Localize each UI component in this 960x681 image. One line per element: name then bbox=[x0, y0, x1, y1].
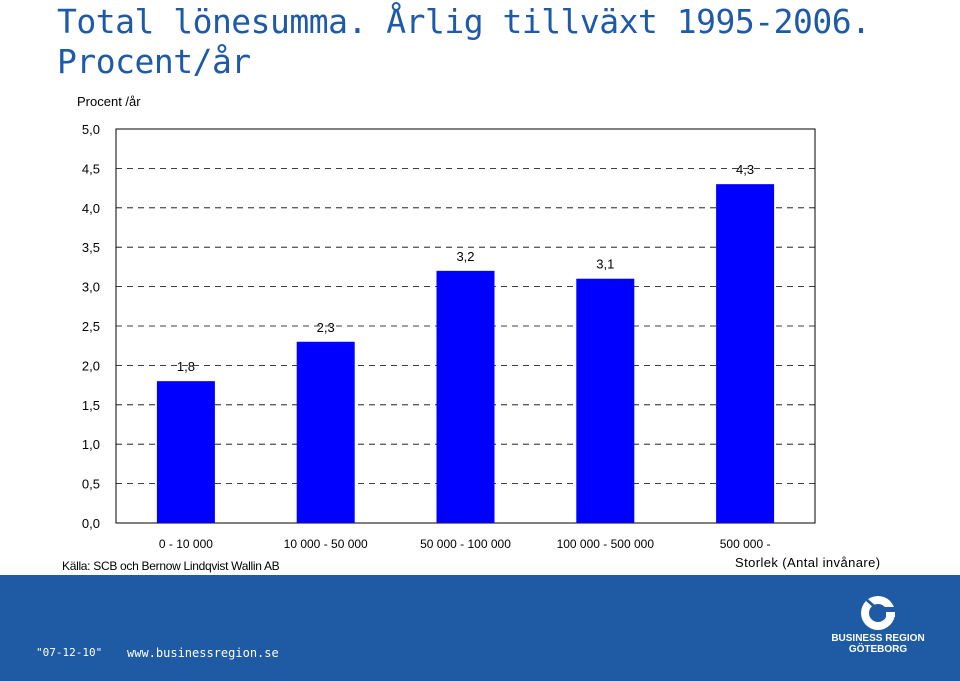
y-tick-label: 4,0 bbox=[82, 201, 100, 216]
x-category-label: 50 000 - 100 000 bbox=[420, 537, 511, 551]
bar bbox=[576, 278, 635, 523]
bar bbox=[436, 270, 495, 523]
bar bbox=[716, 184, 775, 523]
page-title: Total lönesumma. Årlig tillväxt 1995-200… bbox=[57, 2, 871, 82]
g-logo-icon bbox=[861, 596, 896, 630]
x-axis-label: Storlek (Antal invånare) bbox=[735, 555, 881, 570]
y-tick-label: 5,0 bbox=[82, 122, 100, 137]
bar-chart: 0,0 0,5 1,0 1,5 2,0 2,5 3,0 3,5 4,0 4,5 5,0 1,8 0 - … bbox=[82, 122, 816, 551]
title-line-1: Total lönesumma. Årlig tillväxt 1995-200… bbox=[57, 2, 871, 41]
data-label: 3,1 bbox=[596, 257, 614, 272]
data-label: 1,8 bbox=[177, 359, 195, 374]
x-category-label: 0 - 10 000 bbox=[159, 537, 213, 551]
bar bbox=[296, 341, 355, 523]
data-label: 3,2 bbox=[456, 249, 474, 264]
y-tick-label: 2,0 bbox=[82, 358, 100, 373]
business-region-logo: BUSINESS REGION GÖTEBORG bbox=[828, 595, 928, 655]
y-tick-label: 1,0 bbox=[82, 437, 100, 452]
title-line-2: Procent/år bbox=[57, 42, 251, 81]
y-tick-label: 2,5 bbox=[82, 319, 100, 334]
footer-date: "07-12-10" bbox=[36, 646, 103, 659]
y-tick-label: 4,5 bbox=[82, 161, 100, 176]
data-label: 4,3 bbox=[736, 162, 754, 177]
y-tick-label: 0,0 bbox=[82, 516, 100, 531]
x-category-label: 10 000 - 50 000 bbox=[284, 537, 368, 551]
footer-url-link[interactable]: www.businessregion.se bbox=[127, 646, 279, 660]
footer-bar: "07-12-10" www.businessregion.se BUSINES… bbox=[0, 575, 960, 681]
y-tick-label: 1,5 bbox=[82, 398, 100, 413]
bar bbox=[156, 381, 215, 523]
logo-text-line-2: GÖTEBORG bbox=[848, 644, 908, 655]
y-tick-label: 3,5 bbox=[82, 240, 100, 255]
y-axis-label: Procent /år bbox=[77, 94, 141, 109]
y-tick-label: 0,5 bbox=[82, 477, 100, 492]
y-tick-label: 3,0 bbox=[82, 280, 100, 295]
data-label: 2,3 bbox=[317, 320, 335, 335]
source-note: Källa: SCB och Bernow Lindqvist Wallin A… bbox=[62, 559, 280, 573]
x-category-label: 500 000 - bbox=[720, 537, 771, 551]
logo-text-line-1: BUSINESS REGION bbox=[831, 633, 925, 644]
x-category-label: 100 000 - 500 000 bbox=[557, 537, 655, 551]
